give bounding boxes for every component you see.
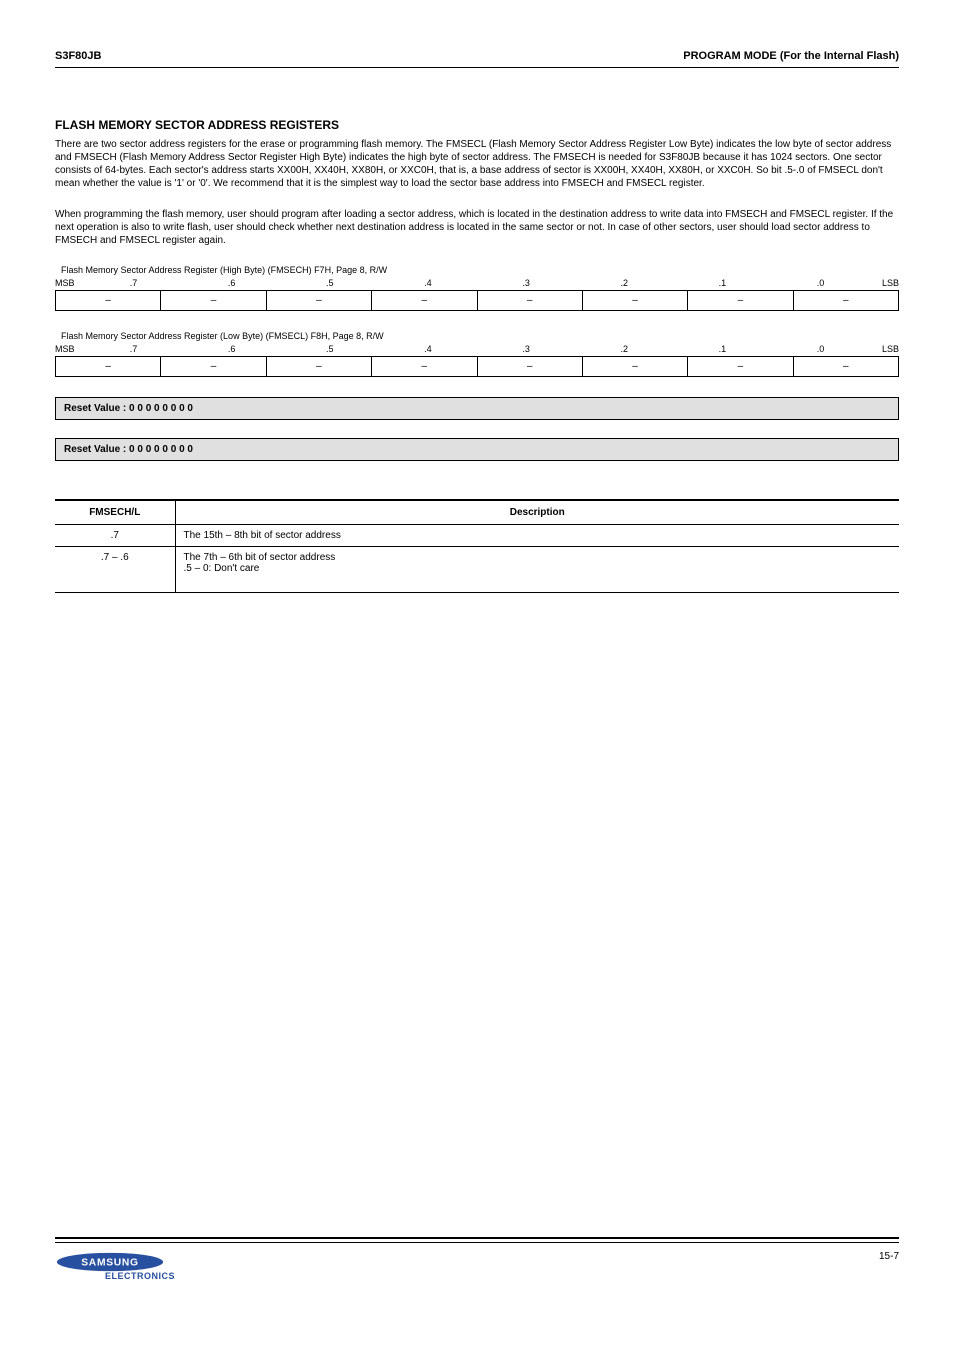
table-cell-line: The 7th – 6th bit of sector address — [184, 552, 892, 563]
bit-label: .7 — [84, 344, 182, 354]
bit-cell: – — [793, 291, 898, 311]
bit-label: .3 — [477, 278, 575, 288]
register-label-low: Flash Memory Sector Address Register (Lo… — [61, 331, 899, 341]
bit-cell: – — [688, 291, 793, 311]
bit-cell: – — [372, 357, 477, 377]
table-cell: The 15th – 8th bit of sector address — [175, 525, 899, 547]
bit-table-low: – – – – – – – – — [55, 356, 899, 377]
section-note: When programming the flash memory, user … — [55, 208, 899, 247]
bit-cell: – — [688, 357, 793, 377]
section-title: FLASH MEMORY SECTOR ADDRESS REGISTERS — [55, 118, 899, 132]
reset-value-low: Reset Value : 0 0 0 0 0 0 0 0 — [55, 438, 899, 461]
table-header-col1: FMSECH/L — [55, 500, 175, 525]
bit-table-high: – – – – – – – – — [55, 290, 899, 311]
document-page: S3F80JB PROGRAM MODE (For the Internal F… — [0, 0, 954, 1351]
bit-cell: – — [56, 291, 161, 311]
bit-label: .0 — [771, 344, 869, 354]
bit-cell: – — [582, 357, 687, 377]
bit-label: MSB — [55, 278, 84, 288]
bit-label: .6 — [183, 278, 281, 288]
reset-value-high: Reset Value : 0 0 0 0 0 0 0 0 — [55, 397, 899, 420]
logo-area: SAMSUNG ELECTRONICS — [55, 1251, 175, 1281]
table-cell: .7 — [55, 525, 175, 547]
page-number: 15-7 — [879, 1251, 899, 1262]
bit-cell: – — [56, 357, 161, 377]
bit-label: .5 — [281, 344, 379, 354]
register-label-high: Flash Memory Sector Address Register (Hi… — [61, 265, 899, 275]
bit-label: .6 — [183, 344, 281, 354]
bit-cell: – — [266, 357, 371, 377]
table-cell: The 7th – 6th bit of sector address .5 –… — [175, 547, 899, 593]
bit-label: .5 — [281, 278, 379, 288]
bit-cell: – — [266, 291, 371, 311]
bit-label: .0 — [771, 278, 869, 288]
bit-cell: – — [372, 291, 477, 311]
bit-label: .2 — [575, 278, 673, 288]
bit-label: .4 — [379, 278, 477, 288]
page-footer: SAMSUNG ELECTRONICS 15-7 — [55, 1237, 899, 1281]
bit-label: LSB — [870, 278, 899, 288]
bit-label: LSB — [870, 344, 899, 354]
bit-label: .1 — [673, 344, 771, 354]
header-left: S3F80JB — [55, 50, 101, 62]
table-cell: .7 – .6 — [55, 547, 175, 593]
header-divider — [55, 67, 899, 68]
table-header-col2: Description — [175, 500, 899, 525]
footer-divider-thin — [55, 1242, 899, 1243]
bit-cell: – — [161, 357, 266, 377]
table-cell-line: .5 – 0: Don't care — [184, 563, 892, 574]
bit-cell: – — [477, 357, 582, 377]
bit-label: .7 — [84, 278, 182, 288]
bit-label: MSB — [55, 344, 84, 354]
bit-label: .3 — [477, 344, 575, 354]
samsung-logo-icon: SAMSUNG — [55, 1251, 165, 1273]
bit-cell: – — [793, 357, 898, 377]
svg-text:SAMSUNG: SAMSUNG — [81, 1258, 139, 1269]
bit-label: .1 — [673, 278, 771, 288]
bit-position-labels-1: MSB .7 .6 .5 .4 .3 .2 .1 .0 LSB — [55, 278, 899, 288]
header-right: PROGRAM MODE (For the Internal Flash) — [683, 50, 899, 62]
page-header: S3F80JB PROGRAM MODE (For the Internal F… — [55, 50, 899, 62]
electronics-text: ELECTRONICS — [105, 1271, 175, 1281]
bit-label: .4 — [379, 344, 477, 354]
bit-position-labels-2: MSB .7 .6 .5 .4 .3 .2 .1 .0 LSB — [55, 344, 899, 354]
bit-cell: – — [477, 291, 582, 311]
section-description: There are two sector address registers f… — [55, 138, 899, 190]
bit-label: .2 — [575, 344, 673, 354]
description-table: FMSECH/L Description .7 The 15th – 8th b… — [55, 499, 899, 593]
footer-divider-thick — [55, 1237, 899, 1239]
bit-cell: – — [161, 291, 266, 311]
bit-cell: – — [582, 291, 687, 311]
